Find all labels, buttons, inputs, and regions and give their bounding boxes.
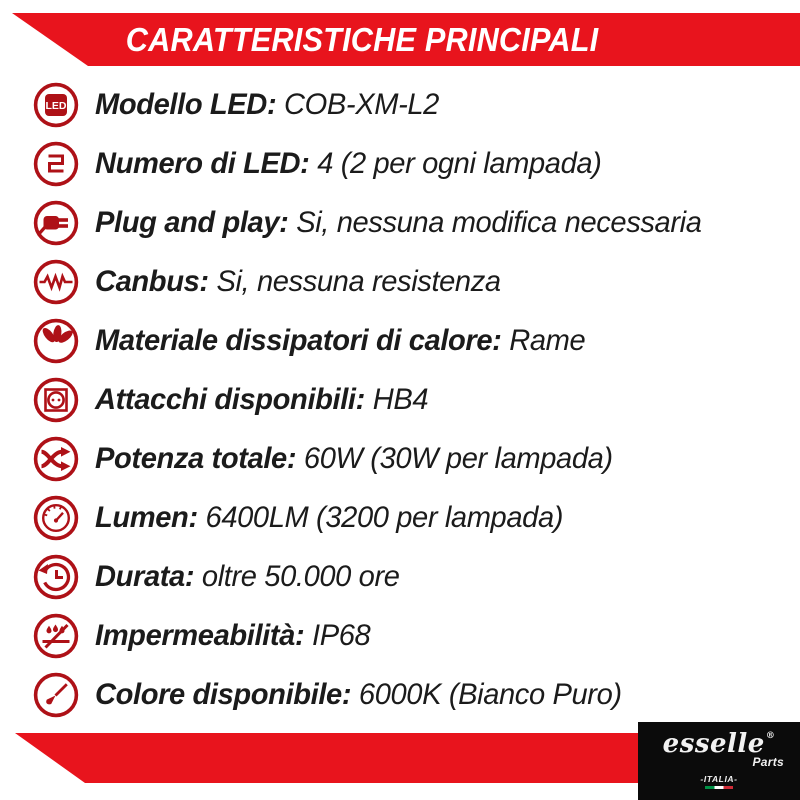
brand-name: esselle®	[638, 731, 800, 757]
spec-value: COB-XM-L2	[284, 87, 439, 121]
spec-label: Canbus:	[95, 264, 209, 298]
spec-row: Plug and play: Si, nessuna modifica neces…	[0, 193, 800, 252]
spec-label: Materiale dissipatori di calore:	[95, 323, 502, 357]
spec-row: LED Modello LED: COB-XM-L2	[0, 75, 800, 134]
brand-logo: esselle® Parts -ITALIA-	[638, 722, 800, 800]
brand-sub-label: Parts	[752, 755, 784, 769]
clock-history-icon	[32, 553, 80, 601]
crossed-arrows-icon	[32, 435, 80, 483]
spec-label: Impermeabilità:	[95, 618, 305, 652]
spec-label: Modello LED:	[95, 87, 277, 121]
spec-text: Potenza totale: 60W (30W per lampada)	[95, 442, 613, 476]
spec-text: Materiale dissipatori di calore: Rame	[95, 323, 586, 358]
spec-label: Numero di LED:	[95, 146, 310, 180]
spec-text: Numero di LED: 4 (2 per ogni lampada)	[95, 146, 602, 181]
spec-value: IP68	[312, 618, 371, 652]
spec-row: Lumen: 6400LM (3200 per lampada)	[0, 488, 800, 547]
spec-list: LED Modello LED: COB-XM-L2 Numero di LED:…	[0, 75, 800, 724]
header-banner: CARATTERISTICHE PRINCIPALI	[12, 13, 800, 66]
spec-row: Durata: oltre 50.000 ore	[0, 547, 800, 606]
brush-icon	[32, 671, 80, 719]
spec-row: Impermeabilità: IP68	[0, 606, 800, 665]
spec-value: 6400LM (3200 per lampada)	[205, 500, 564, 534]
spec-row: Attacchi disponibili: HB4	[0, 370, 800, 429]
led-count-icon	[32, 140, 80, 188]
spec-value: 6000K (Bianco Puro)	[358, 677, 622, 711]
spec-value: Si, nessuna modifica necessaria	[296, 205, 702, 239]
spec-text: Attacchi disponibili: HB4	[95, 382, 429, 417]
spec-text: Lumen: 6400LM (3200 per lampada)	[95, 501, 563, 535]
page-title: CARATTERISTICHE PRINCIPALI	[125, 20, 599, 58]
spec-text: Colore disponibile: 6000K (Bianco Puro)	[95, 678, 622, 712]
registered-mark: ®	[765, 731, 776, 741]
italy-flag-icon	[705, 786, 733, 789]
brand-country-label: -ITALIA-	[700, 774, 738, 784]
spec-value: 4 (2 per ogni lampada)	[317, 146, 602, 180]
canbus-resistor-icon	[32, 258, 80, 306]
spec-row: Numero di LED: 4 (2 per ogni lampada)	[0, 134, 800, 193]
svg-text:LED: LED	[46, 100, 67, 112]
spec-value: Si, nessuna resistenza	[216, 264, 501, 298]
spec-value: oltre 50.000 ore	[201, 559, 400, 593]
spec-label: Durata:	[95, 559, 195, 593]
spec-text: Canbus: Si, nessuna resistenza	[95, 265, 501, 299]
spec-text: Plug and play: Si, nessuna modifica neces…	[95, 205, 702, 240]
brand-name-text: esselle	[662, 729, 765, 759]
spec-value: HB4	[372, 382, 429, 416]
spec-row: Potenza totale: 60W (30W per lampada)	[0, 429, 800, 488]
waterproof-icon	[32, 612, 80, 660]
spec-label: Potenza totale:	[95, 441, 297, 475]
spec-text: Modello LED: COB-XM-L2	[95, 88, 439, 122]
spec-label: Colore disponibile:	[95, 677, 352, 711]
spec-row: Colore disponibile: 6000K (Bianco Puro)	[0, 665, 800, 724]
spec-label: Plug and play:	[95, 205, 289, 239]
spec-label: Attacchi disponibili:	[95, 382, 365, 416]
spec-text: Durata: oltre 50.000 ore	[95, 560, 400, 594]
spec-row: Canbus: Si, nessuna resistenza	[0, 252, 800, 311]
spec-value: 60W (30W per lampada)	[303, 441, 613, 475]
spec-value: Rame	[509, 323, 586, 357]
spec-label: Lumen:	[95, 500, 198, 534]
heatsink-icon	[32, 317, 80, 365]
plug-icon	[32, 199, 80, 247]
led-chip-icon: LED	[32, 81, 80, 129]
spec-text: Impermeabilità: IP68	[95, 618, 371, 653]
spec-row: Materiale dissipatori di calore: Rame	[0, 311, 800, 370]
socket-icon	[32, 376, 80, 424]
gauge-icon	[32, 494, 80, 542]
